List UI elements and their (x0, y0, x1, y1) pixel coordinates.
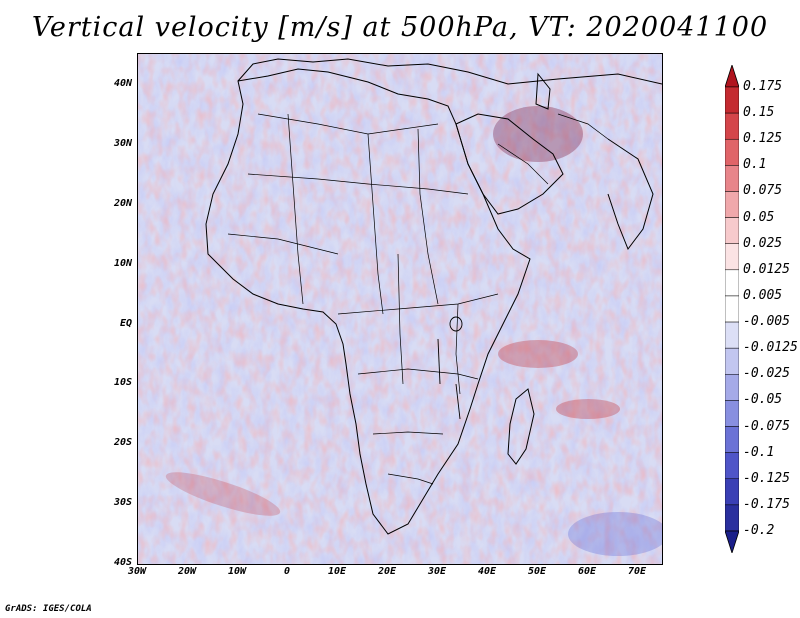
colorbar-segment (725, 269, 739, 297)
colorbar-segment (725, 295, 739, 323)
feature-iran-region (493, 106, 583, 162)
y-tick-label: 10N (113, 257, 132, 269)
map-plot-area (137, 53, 663, 565)
colorbar-label: -0.005 (743, 314, 790, 330)
x-tick-label: 20W (177, 566, 197, 577)
coastlines (205, 58, 662, 535)
y-tick-label: 30N (113, 137, 132, 149)
colorbar-label: -0.075 (743, 418, 790, 434)
colorbar-label: 0.075 (743, 183, 783, 199)
colorbar-segment (725, 86, 739, 114)
colorbar-segment (725, 347, 739, 375)
colorbar-top-triangle (725, 65, 739, 88)
y-tick-label: 30S (113, 497, 132, 509)
x-tick-label: 30E (427, 566, 447, 577)
x-tick-label: 10E (327, 566, 347, 577)
x-tick-label: 70E (627, 566, 647, 577)
feature-indian-ocean-south (556, 399, 620, 419)
colorbar-segment (725, 112, 739, 140)
colorbar-label: -0.175 (743, 496, 790, 512)
colorbar-label: 0.05 (743, 209, 775, 225)
x-tick-label: 0 (283, 566, 291, 577)
country-borders (227, 113, 609, 485)
x-tick-label: 40E (477, 566, 497, 577)
colorbar-label: 0.125 (743, 131, 783, 147)
colorbar-label: 0.175 (743, 79, 783, 94)
africa-coastline (205, 68, 531, 535)
colorbar-label: -0.025 (743, 366, 790, 382)
feature-south-atlantic (165, 472, 281, 516)
colorbar-label: 0.0125 (743, 261, 790, 277)
europe-coastline (237, 58, 662, 85)
colorbar-segment (725, 478, 739, 506)
y-tick-label: 20S (113, 437, 132, 449)
x-tick-label: 50E (527, 566, 547, 577)
colorbar-label: -0.05 (743, 392, 783, 408)
lakes (437, 316, 463, 420)
y-tick-label: 40N (113, 78, 132, 89)
x-tick-label: 10W (227, 566, 247, 577)
colorbar-label: -0.1 (743, 444, 775, 460)
x-tick-label: 30W (127, 566, 147, 577)
colorbar-label: 0.005 (743, 287, 783, 303)
y-tick-label: EQ (119, 317, 132, 329)
colorbar-label: -0.2 (743, 523, 775, 538)
colorbar-segment (725, 243, 739, 271)
colorbar-segment (725, 426, 739, 453)
colorbar (725, 65, 739, 553)
colorbar-segment (725, 321, 739, 349)
y-tick-label: 40S (113, 557, 132, 568)
colorbar-label: -0.125 (743, 470, 790, 486)
colorbar-segment (725, 452, 739, 480)
colorbar-label: -0.0125 (743, 340, 798, 356)
colorbar-segment (725, 165, 739, 192)
x-tick-label: 60E (577, 566, 597, 577)
colorbar-segment (725, 374, 739, 401)
caspian-coastline (535, 72, 551, 110)
colorbar-label: 0.025 (743, 235, 783, 251)
colorbar-segment (725, 138, 739, 166)
india-coastline (607, 138, 654, 251)
colorbar-bottom-triangle (725, 530, 739, 553)
arabia-coastline (455, 113, 564, 215)
x-tick-label: 20E (377, 566, 397, 577)
y-tick-label: 20N (113, 197, 132, 209)
feature-southern-indian-ocean (568, 512, 662, 556)
colorbar-segment (725, 191, 739, 218)
y-tick-label: 10S (113, 377, 132, 389)
colorbar-label: 0.1 (743, 157, 767, 173)
chart-title: Vertical velocity [m/s] at 500hPa, VT: 2… (31, 12, 769, 43)
credit-text: GrADS: IGES/COLA (5, 604, 92, 614)
madagascar-coastline (507, 388, 535, 465)
colorbar-segment (725, 217, 739, 244)
colorbar-segment (725, 400, 739, 427)
vertical-velocity-field (138, 54, 662, 564)
colorbar-segment (725, 504, 739, 532)
feature-indian-ocean-north (498, 340, 578, 368)
colorbar-label: 0.15 (743, 105, 775, 121)
